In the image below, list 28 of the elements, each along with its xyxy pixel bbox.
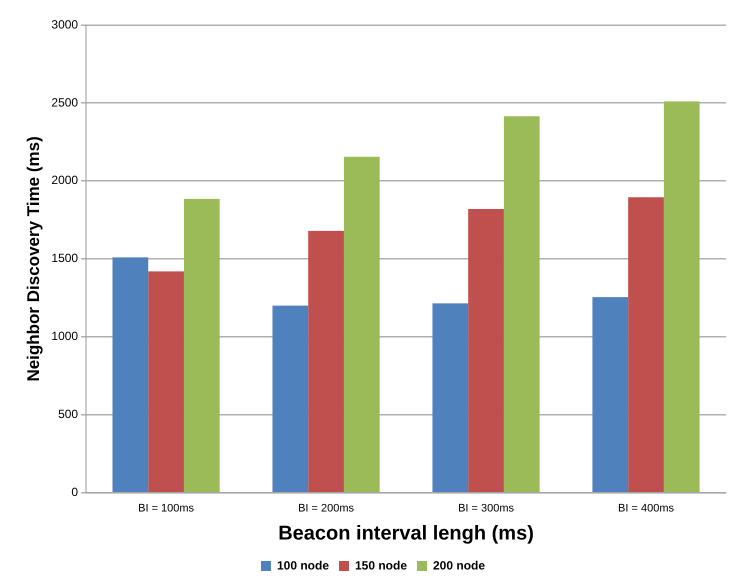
y-tick-label: 500 xyxy=(58,407,78,422)
y-tick-label: 2500 xyxy=(51,95,78,110)
y-tick-label: 1500 xyxy=(51,251,78,266)
bar xyxy=(112,257,148,492)
bar xyxy=(504,116,540,492)
y-tick-label: 2000 xyxy=(51,173,78,188)
bar xyxy=(468,209,504,492)
x-tick-label: BI = 100ms xyxy=(138,502,195,514)
x-tick-label: BI = 200ms xyxy=(298,502,355,514)
legend-label: 100 node xyxy=(276,558,330,572)
bar xyxy=(592,297,628,492)
x-tick-label: BI = 300ms xyxy=(458,502,515,514)
legend-label: 200 node xyxy=(433,558,486,572)
y-tick-label: 1000 xyxy=(51,329,78,344)
bar xyxy=(432,303,468,492)
bar xyxy=(664,101,700,492)
legend-label: 150 node xyxy=(354,558,408,572)
y-tick-label: 3000 xyxy=(51,17,78,32)
bar xyxy=(308,230,344,492)
bar xyxy=(628,197,664,492)
x-axis-title: Beacon interval lengh (ms) xyxy=(278,522,534,545)
bar xyxy=(184,198,220,492)
y-tick-label: 0 xyxy=(71,485,78,500)
bar xyxy=(344,156,380,492)
bar xyxy=(272,306,308,492)
bar xyxy=(148,271,184,492)
x-tick-label: BI = 400ms xyxy=(618,502,674,514)
y-axis-title: Neighbor Discovery Time (ms) xyxy=(24,136,43,382)
